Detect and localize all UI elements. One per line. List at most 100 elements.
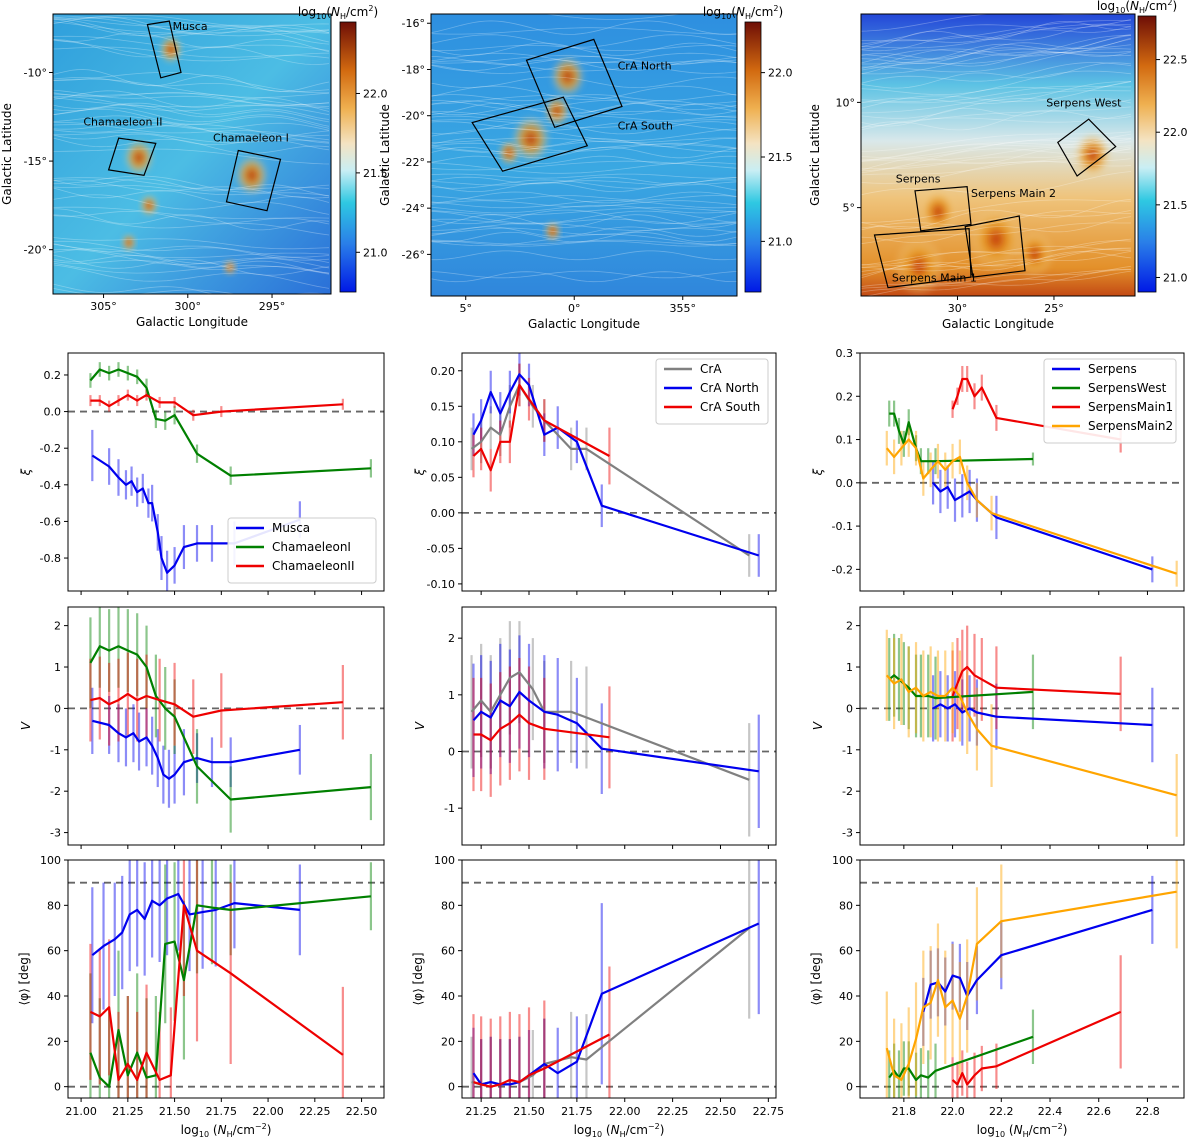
field-streamline	[861, 26, 1132, 48]
y-tick-label: -2	[842, 785, 853, 798]
label-part: log	[574, 1123, 592, 1137]
field-streamline	[53, 17, 330, 32]
x-tick-label: 22.4	[1038, 1105, 1063, 1118]
x-tick-label: 22.50	[705, 1105, 737, 1118]
label-part: H	[340, 12, 346, 21]
field-streamline	[861, 51, 1132, 75]
field-streamline	[431, 143, 737, 155]
plot-area	[462, 353, 776, 577]
plot-frame	[67, 352, 385, 592]
x-tick-label: 21.00	[65, 1105, 97, 1118]
series-line	[472, 373, 760, 557]
field-streamline	[53, 89, 330, 106]
field-streamline	[53, 179, 330, 199]
field-streamline	[431, 103, 737, 116]
field-streamline	[861, 216, 1132, 244]
field-streamline	[53, 175, 330, 193]
field-streamline	[431, 52, 737, 63]
legend-label: CrA North	[700, 381, 759, 395]
y-tick-label: 80	[839, 899, 853, 912]
y-tick-label: -18°	[402, 63, 425, 76]
y-tick-label: 10°	[836, 96, 856, 109]
y-tick-label: -16°	[402, 17, 425, 30]
field-streamline	[431, 214, 737, 228]
x-tick-label: 30°	[948, 302, 968, 315]
plot-area	[860, 860, 1184, 1098]
map-frame	[860, 13, 1136, 297]
label-part: −2	[1051, 1122, 1063, 1131]
y-tick-label: -20°	[402, 110, 425, 123]
field-streamline	[431, 239, 737, 245]
series-line	[92, 719, 301, 780]
label-part: )	[778, 5, 783, 19]
x-axis-label: log10 (NH/cm−2)	[181, 1122, 272, 1139]
field-streamline	[431, 27, 737, 35]
y-axis-label: Galactic Latitude	[808, 104, 822, 206]
x-tick-label: 22.25	[299, 1105, 331, 1118]
map-frame	[430, 13, 738, 297]
legend-label: CrA South	[700, 400, 760, 414]
label-part: )	[1172, 0, 1177, 13]
y-tick-label: 0	[846, 1081, 853, 1094]
label-part: (	[209, 1123, 218, 1137]
field-streamline	[53, 148, 330, 165]
field-streamline	[431, 34, 737, 48]
field-streamline	[53, 262, 330, 275]
field-streamline	[861, 268, 1132, 289]
field-streamline	[863, 269, 1132, 296]
field-streamline	[861, 48, 1132, 73]
region-label: CrA South	[618, 120, 673, 133]
y-tick-label: 100	[434, 854, 455, 867]
label-part: 10	[1115, 6, 1125, 15]
field-streamline	[861, 147, 1132, 171]
x-tick-label: 22.25	[657, 1105, 689, 1118]
field-streamline	[861, 146, 1132, 169]
colorbar-tick-label: 21.5	[1163, 199, 1188, 212]
x-tick-label: 22.50	[346, 1105, 378, 1118]
x-tick-label: 5°	[459, 302, 472, 315]
series-line	[932, 482, 1153, 571]
y-tick-label: -1	[444, 802, 455, 815]
plot-area	[860, 625, 1184, 837]
field-streamline	[53, 214, 330, 236]
density-clump	[139, 194, 159, 217]
y-tick-label: 1	[448, 689, 455, 702]
series-line	[89, 904, 344, 1082]
y-axis-label: ⟨φ⟩ [deg]	[411, 952, 425, 1005]
x-axis-label: Galactic Longitude	[942, 317, 1054, 331]
field-streamline	[431, 176, 737, 185]
region-label: Serpens Main 1	[892, 271, 977, 284]
y-tick-label: 0.2	[836, 390, 854, 403]
field-streamline	[431, 271, 737, 283]
field-streamline	[53, 97, 330, 109]
field-streamline	[431, 180, 737, 186]
field-streamline	[861, 145, 1132, 162]
legend-frame	[227, 517, 377, 584]
legend-label: SerpensWest	[1088, 381, 1167, 395]
field-streamline	[53, 71, 329, 94]
plot-xi-serpens: 0.30.20.10.0-0.1-0.2ξSerpensSerpensWestS…	[811, 347, 1185, 595]
label-part: /cm	[233, 1123, 255, 1137]
density-clump	[234, 155, 269, 196]
label-part: H	[1023, 1130, 1029, 1139]
plot-frame	[67, 606, 385, 846]
y-tick-label: 1	[54, 661, 61, 674]
y-tick-label: 40	[839, 990, 853, 1003]
plot-area	[68, 362, 384, 591]
y-tick-label: 0.0	[44, 406, 62, 419]
field-streamline	[53, 187, 330, 205]
field-streamline	[431, 155, 737, 165]
label-part: log	[977, 1123, 995, 1137]
field-streamline	[53, 133, 330, 151]
y-tick-label: 0.20	[431, 365, 456, 378]
map-background	[431, 14, 737, 296]
field-streamline	[861, 35, 1132, 69]
x-tick-label: 21.25	[465, 1105, 497, 1118]
region-box	[1057, 118, 1117, 177]
y-tick-label: 20	[441, 1035, 455, 1048]
label-part: (	[602, 1123, 611, 1137]
field-streamline	[861, 90, 1132, 114]
field-streamline	[53, 210, 330, 225]
y-tick-label: -3	[50, 827, 61, 840]
label-part: 10	[721, 12, 731, 21]
